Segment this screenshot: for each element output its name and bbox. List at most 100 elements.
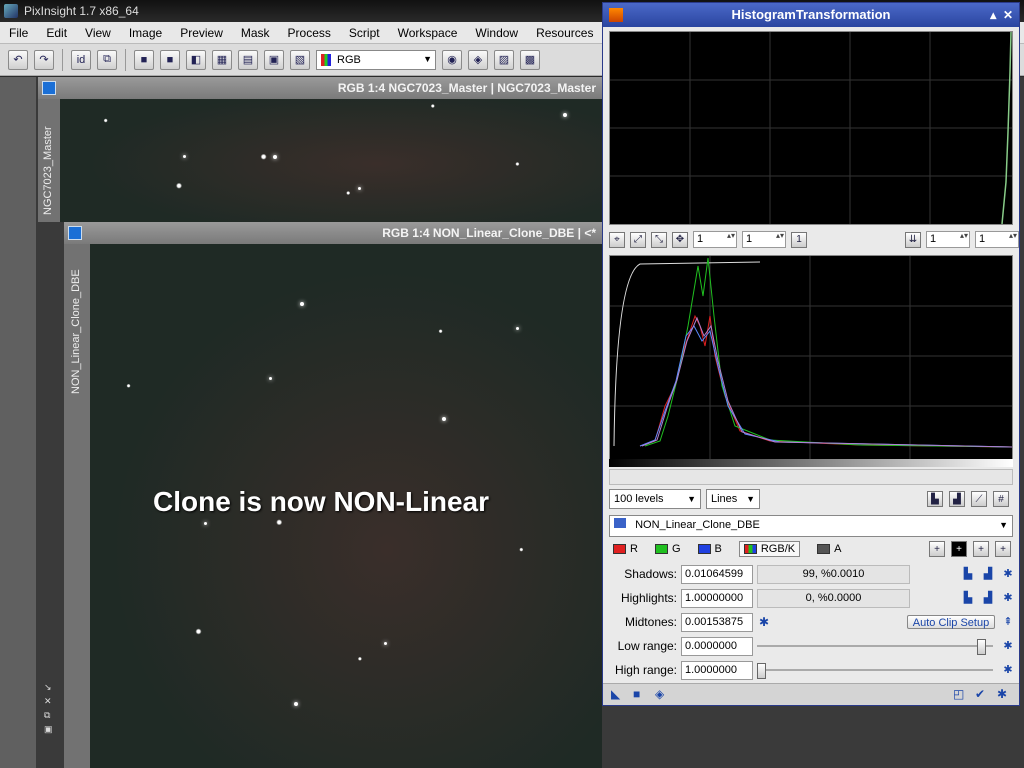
low-range-input[interactable]: 0.0000000	[681, 636, 753, 656]
high-range-thumb[interactable]	[757, 663, 766, 679]
close-icon[interactable]: ✕	[1002, 8, 1013, 22]
stf-auto-icon[interactable]: ◈	[468, 49, 488, 70]
plus-black-icon[interactable]: +	[951, 541, 967, 557]
clone-side-tab[interactable]: NON_Linear_Clone_DBE	[64, 244, 90, 768]
menu-workspace[interactable]: Workspace	[397, 25, 458, 40]
shade-icon[interactable]: ↘	[44, 682, 52, 692]
real-time-preview-icon[interactable]: ◈	[655, 687, 665, 701]
menu-window[interactable]: Window	[475, 25, 519, 40]
zoom-icon[interactable]: ▩	[520, 49, 540, 70]
clip-both-icon[interactable]: ▟	[983, 568, 993, 580]
clip-left-icon[interactable]: ▙	[963, 568, 973, 580]
menu-file[interactable]: File	[9, 25, 29, 40]
tile-icon[interactable]: ▣	[44, 724, 53, 734]
channel-alpha[interactable]: A	[817, 543, 841, 555]
vertical-zoom-spin-2[interactable]: 1	[975, 231, 1019, 248]
transfer-curve-icon[interactable]: ⟋	[971, 491, 987, 507]
vertical-zoom-spin[interactable]: 1	[742, 231, 786, 248]
plus-white-icon[interactable]: +	[995, 541, 1011, 557]
master-side-tab[interactable]: NGC7023_Master	[38, 99, 60, 222]
menu-resources[interactable]: Resources	[536, 25, 594, 40]
add-icon[interactable]: +	[929, 541, 945, 557]
undo-icon[interactable]: ↶	[8, 49, 28, 70]
input-histogram-plot[interactable]	[609, 255, 1013, 461]
histogram-bars-icon[interactable]: ▙	[927, 491, 943, 507]
identifier-icon[interactable]: id	[71, 49, 91, 70]
master-window-title[interactable]: RGB 1:4 NGC7023_Master | NGC7023_Master	[38, 77, 602, 99]
reset-shadows-icon[interactable]: ✱	[1003, 568, 1013, 580]
reset-high-range-icon[interactable]: ✱	[1003, 664, 1013, 676]
histogram-transformation-window[interactable]: HistogramTransformation ▴ ✕ ⌖ ⤢ ⤡ ✥ 1 1	[602, 2, 1020, 706]
highlights-input[interactable]: 1.00000000	[681, 588, 753, 608]
reset-highlights-icon[interactable]: ✱	[1003, 592, 1013, 604]
preview-delete-icon[interactable]: ▣	[264, 49, 284, 70]
mask-invert-icon[interactable]: ◧	[186, 49, 206, 70]
apply-global-icon[interactable]: ✔	[975, 687, 986, 701]
pan-icon[interactable]: ✥	[672, 231, 688, 248]
auto-clip-icon[interactable]: ⇞	[1003, 616, 1013, 628]
channel-green[interactable]: G	[654, 543, 681, 555]
channel-rgbk[interactable]: RGB/K	[738, 541, 801, 557]
high-range-input[interactable]: 1.0000000	[681, 660, 753, 680]
channel-blue[interactable]: B	[697, 543, 722, 555]
horizontal-zoom-spin[interactable]: 1	[693, 231, 737, 248]
clip-both-icon[interactable]: ▟	[983, 592, 993, 604]
zoom-reset-icon[interactable]: 1	[791, 231, 807, 248]
menu-script[interactable]: Script	[348, 25, 380, 40]
stf-toggle-icon[interactable]: ◉	[442, 49, 462, 70]
levels-select[interactable]: 100 levels ▼	[609, 489, 701, 509]
menu-process[interactable]: Process	[287, 25, 331, 40]
menu-mask[interactable]: Mask	[240, 25, 270, 40]
histogram-title-bar[interactable]: HistogramTransformation ▴ ✕	[603, 3, 1019, 27]
zoom-fit-icon[interactable]: ⌖	[609, 231, 625, 248]
menu-edit[interactable]: Edit	[46, 25, 68, 40]
low-range-slider[interactable]	[757, 639, 993, 655]
preview-store-icon[interactable]: ▧	[290, 49, 310, 70]
reset-low-range-icon[interactable]: ✱	[1003, 640, 1013, 652]
low-range-thumb[interactable]	[977, 639, 986, 655]
graph-style-select[interactable]: Lines ▼	[706, 489, 760, 509]
auto-clip-setup-button[interactable]: Auto Clip Setup	[907, 615, 995, 629]
grid-icon[interactable]: #	[993, 491, 1009, 507]
graph-mode-buttons: ▙ ▟ ⟋ #	[927, 491, 1009, 507]
channel-red[interactable]: R	[613, 543, 638, 555]
image-window-master[interactable]: RGB 1:4 NGC7023_Master | NGC7023_Master …	[38, 77, 602, 222]
window-icon[interactable]	[68, 226, 82, 240]
close-all-icon[interactable]: ✕	[44, 696, 52, 706]
menu-preview[interactable]: Preview	[180, 25, 223, 40]
cascade-icon[interactable]: ⧉	[44, 710, 51, 720]
preview-edit-icon[interactable]: ▤	[238, 49, 258, 70]
chevron-down-icon: ▼	[999, 520, 1008, 530]
clip-right-icon[interactable]: ▙	[963, 592, 973, 604]
reset-icon[interactable]: ✱	[997, 687, 1008, 701]
rgb-mode-select[interactable]: RGB ▼	[316, 49, 436, 70]
plus-gray-icon[interactable]: +	[973, 541, 989, 557]
browse-docs-icon[interactable]: ◰	[953, 687, 965, 701]
reset-midtones-icon[interactable]: ✱	[759, 615, 770, 629]
high-range-slider[interactable]	[757, 663, 993, 679]
zoom-out-icon[interactable]: ⤡	[651, 231, 667, 248]
zoom-in-icon[interactable]: ⤢	[630, 231, 646, 248]
menu-image[interactable]: Image	[128, 25, 163, 40]
shadows-input[interactable]: 0.01064599	[681, 564, 753, 584]
minimize-icon[interactable]: ▴	[990, 8, 997, 22]
image-window-clone[interactable]: RGB 1:4 NON_Linear_Clone_DBE | <* NON_Li…	[64, 222, 602, 768]
histogram-cumulative-icon[interactable]: ▟	[949, 491, 965, 507]
midtones-marker-bar[interactable]	[609, 469, 1013, 485]
clone-window-title[interactable]: RGB 1:4 NON_Linear_Clone_DBE | <*	[64, 222, 602, 244]
readout-icon[interactable]: ▨	[494, 49, 514, 70]
zoom-down-icon[interactable]: ⇊	[905, 231, 921, 248]
view-execute-icon[interactable]: ■	[633, 687, 641, 701]
window-icon[interactable]	[42, 81, 56, 95]
preview-new-icon[interactable]: ▦	[212, 49, 232, 70]
redo-icon[interactable]: ↷	[34, 49, 54, 70]
mask-show-icon[interactable]: ■	[134, 49, 154, 70]
duplicate-icon[interactable]: ⧉	[97, 49, 117, 70]
menu-view[interactable]: View	[85, 25, 111, 40]
midtones-input[interactable]: 0.00153875	[681, 612, 753, 632]
mask-enable-icon[interactable]: ■	[160, 49, 180, 70]
output-histogram-plot[interactable]	[609, 31, 1013, 225]
target-view-select[interactable]: NON_Linear_Clone_DBE ▼	[609, 515, 1013, 537]
new-instance-icon[interactable]: ◣	[611, 687, 621, 701]
horizontal-zoom-spin-2[interactable]: 1	[926, 231, 970, 248]
